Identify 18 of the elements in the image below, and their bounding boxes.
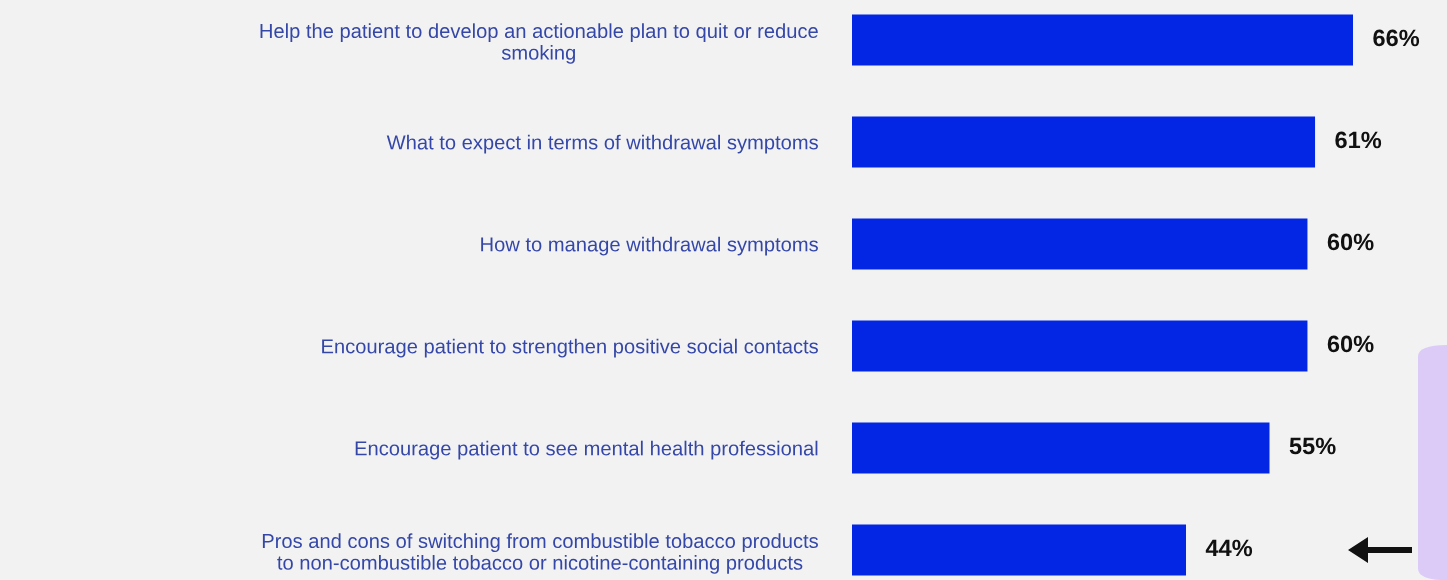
- bar: [852, 524, 1186, 576]
- bar: [852, 218, 1308, 270]
- bar: [852, 320, 1308, 372]
- data-label: 60%: [1327, 335, 1374, 353]
- y-tick-label: Encourage patient to see mental health professional: [355, 440, 818, 460]
- y-tick-label: Help the patient to develop an actionable plan to quit or reduce smoking: [260, 23, 818, 64]
- data-label: 55%: [1289, 437, 1336, 455]
- y-tick-label: Pros and cons of switching from combustible tobacco products to non-combustible tobacco or nicotine-containing products: [262, 533, 818, 574]
- data-label: 44%: [1205, 539, 1253, 557]
- data-label: 61%: [1335, 131, 1382, 149]
- data-label: 66%: [1373, 29, 1420, 47]
- bar: [852, 422, 1270, 474]
- bar: [852, 14, 1353, 66]
- y-tick-label: What to expect in terms of withdrawal symptoms: [386, 134, 818, 154]
- bar: [852, 116, 1316, 168]
- y-tick-label: Encourage patient to strengthen positive social contacts: [322, 338, 818, 358]
- data-label: 60%: [1327, 233, 1374, 251]
- y-tick-label: How to manage withdrawal symptoms: [481, 236, 818, 256]
